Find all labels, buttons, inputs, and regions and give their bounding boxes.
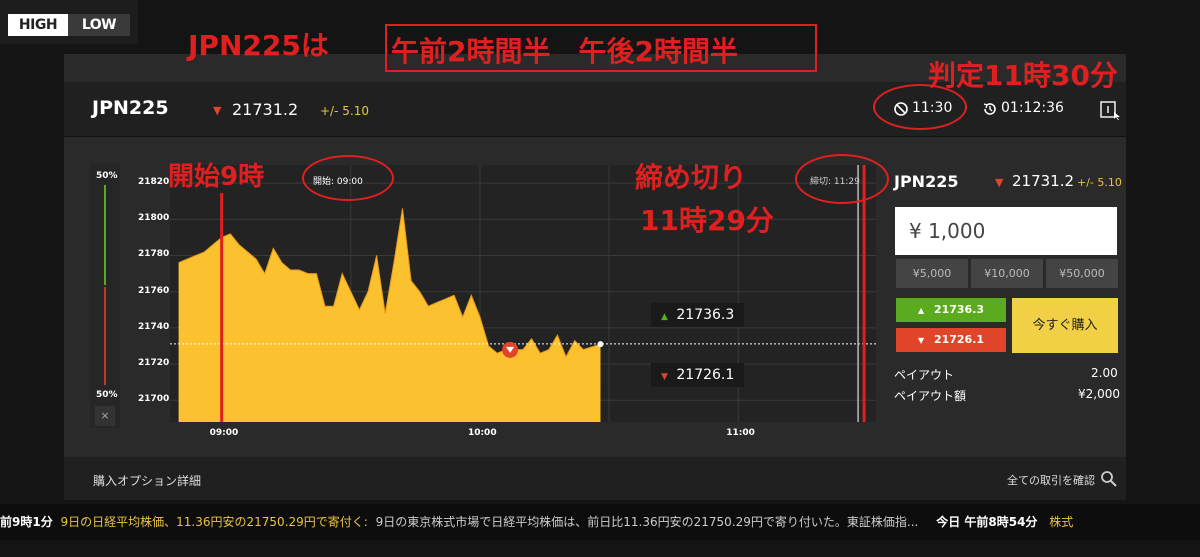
- chart-high-price: 21736.3: [676, 307, 735, 323]
- trade-change: +/- 5.10: [1077, 176, 1122, 189]
- investment-amount-input[interactable]: [895, 207, 1117, 255]
- y-tick-label: 21720: [138, 358, 170, 369]
- buy-now-button[interactable]: 今すぐ購入: [1012, 298, 1118, 353]
- logo-high: HIGH: [8, 14, 68, 36]
- quick-amount-5000[interactable]: ¥5,000: [896, 259, 968, 288]
- trade-price-down-icon: ▼: [995, 176, 1004, 189]
- sentiment-close-button[interactable]: ×: [95, 406, 115, 426]
- annotation-deadline-2: 11時29分: [640, 204, 774, 237]
- expand-chart-icon[interactable]: [1100, 101, 1122, 121]
- price-chart: [170, 165, 876, 422]
- annotation-headline: JPN225は: [188, 29, 329, 62]
- y-tick-label: 21780: [138, 249, 170, 260]
- quick-amount-50000[interactable]: ¥50,000: [1046, 259, 1118, 288]
- payout-amount-label: ペイアウト額: [894, 389, 967, 403]
- low-button[interactable]: ▼ 21726.1: [896, 328, 1006, 352]
- view-all-trades-link[interactable]: 全ての取引を確認: [1007, 474, 1095, 487]
- payout-label: ペイアウト: [894, 368, 955, 382]
- asset-name: JPN225: [92, 97, 169, 119]
- header-change: +/- 5.10: [320, 104, 369, 118]
- purchase-details-title[interactable]: 購入オプション詳細: [93, 474, 202, 488]
- low-arrow-icon: ▼: [661, 372, 668, 382]
- quick-amount-10000[interactable]: ¥10,000: [971, 259, 1043, 288]
- y-tick-label: 21760: [138, 285, 170, 296]
- search-icon[interactable]: [1100, 470, 1118, 488]
- current-price-point: [597, 341, 604, 348]
- low-button-arrow-icon: ▼: [917, 336, 925, 345]
- sentiment-high-bar: [104, 185, 106, 285]
- y-tick-label: 21740: [138, 321, 170, 332]
- x-tick-label: 11:00: [726, 428, 755, 438]
- trade-asset-name: JPN225: [894, 172, 959, 191]
- payout-amount-value: ¥2,000: [1078, 387, 1120, 401]
- chart-high-price-tag: ▲ 21736.3: [651, 303, 745, 327]
- annotation-start: 開始9時: [168, 162, 265, 192]
- ticker-headline[interactable]: 9日の日経平均株価、11.36円安の21750.29円で寄付く:: [60, 515, 368, 529]
- y-tick-label: 21700: [138, 394, 170, 405]
- annotation-start-circle: [302, 155, 394, 201]
- low-button-label: 21726.1: [933, 333, 985, 346]
- ticker-body: 9日の東京株式市場で日経平均株価は、前日比11.36円安の21750.29円で寄…: [375, 515, 919, 529]
- news-ticker[interactable]: 前9時1分 9日の日経平均株価、11.36円安の21750.29円で寄付く: 9…: [0, 504, 1200, 540]
- sentiment-low-bar: [104, 287, 106, 385]
- header-price: 21731.2: [232, 100, 299, 119]
- y-tick-label: 21820: [138, 177, 170, 188]
- sentiment-high-percent: 50%: [96, 171, 118, 181]
- high-button-label: 21736.3: [933, 303, 985, 316]
- annotation-session-hours: 午前2時間半 午後2時間半: [391, 35, 738, 68]
- x-tick-label: 09:00: [209, 428, 239, 438]
- annotation-deadline-1: 締め切り: [635, 161, 748, 194]
- sentiment-low-percent: 50%: [96, 390, 118, 400]
- countdown-icon: [982, 101, 998, 117]
- annotation-expiry-circle: [873, 84, 967, 130]
- x-tick-label: 10:00: [467, 428, 497, 438]
- high-arrow-icon: ▲: [661, 312, 668, 322]
- price-down-icon: ▼: [213, 104, 222, 117]
- payout-value: 2.00: [1091, 366, 1118, 380]
- ticker-time-1: 前9時1分: [0, 515, 53, 529]
- price-line-series: [178, 208, 601, 358]
- price-chart-svg: [170, 165, 876, 422]
- ticker-time-2: 今日 午前8時54分: [936, 515, 1038, 529]
- chart-low-price: 21726.1: [676, 367, 735, 383]
- annotation-judgment-time: 判定11時30分: [928, 59, 1118, 92]
- y-tick-label: 21800: [138, 213, 170, 224]
- logo-low: LOW: [68, 14, 130, 36]
- countdown-timer: 01:12:36: [1001, 100, 1064, 116]
- purchase-details-bar[interactable]: [64, 457, 1126, 500]
- trade-price: 21731.2: [1012, 172, 1075, 190]
- high-button[interactable]: ▲ 21736.3: [896, 298, 1006, 322]
- price-area-series: [178, 208, 601, 422]
- trade-pin-icon: [502, 341, 519, 358]
- ticker-tail: 株式: [1049, 515, 1074, 529]
- annotation-session-box: [385, 24, 817, 72]
- high-button-arrow-icon: ▲: [917, 306, 925, 315]
- chart-low-price-tag: ▼ 21726.1: [651, 363, 745, 387]
- annotation-deadline-circle: [795, 154, 889, 204]
